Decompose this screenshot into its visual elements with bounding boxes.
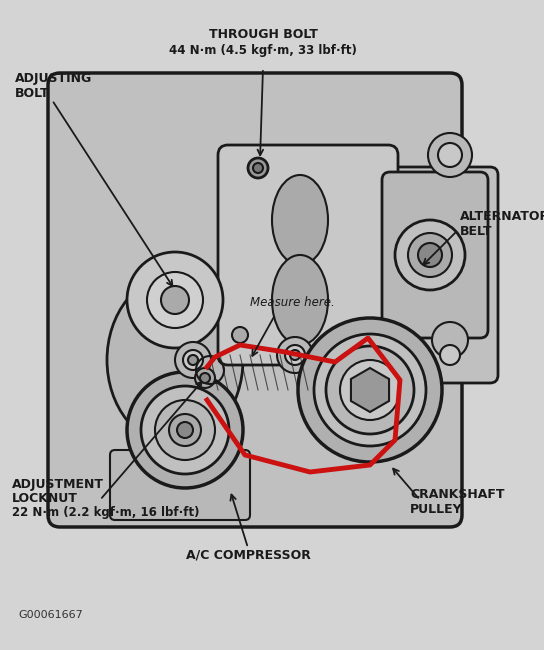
- Circle shape: [161, 286, 189, 314]
- Circle shape: [326, 346, 414, 434]
- Text: G00061667: G00061667: [18, 610, 83, 620]
- Circle shape: [277, 337, 313, 373]
- Circle shape: [408, 233, 452, 277]
- Circle shape: [395, 220, 465, 290]
- Circle shape: [127, 252, 223, 348]
- Ellipse shape: [272, 175, 328, 265]
- FancyBboxPatch shape: [48, 73, 462, 527]
- Text: A/C COMPRESSOR: A/C COMPRESSOR: [186, 548, 311, 561]
- Text: ALTERNATOR
BELT: ALTERNATOR BELT: [460, 210, 544, 238]
- Ellipse shape: [107, 275, 243, 445]
- FancyBboxPatch shape: [110, 450, 250, 520]
- Circle shape: [428, 133, 472, 177]
- Circle shape: [147, 272, 203, 328]
- FancyBboxPatch shape: [218, 145, 398, 365]
- Text: THROUGH BOLT: THROUGH BOLT: [208, 28, 318, 41]
- Circle shape: [177, 422, 193, 438]
- Polygon shape: [351, 368, 389, 412]
- Circle shape: [285, 345, 305, 365]
- Circle shape: [432, 322, 468, 358]
- Ellipse shape: [272, 255, 328, 345]
- Circle shape: [352, 372, 388, 408]
- Circle shape: [141, 386, 229, 474]
- Text: 44 N·m (4.5 kgf·m, 33 lbf·ft): 44 N·m (4.5 kgf·m, 33 lbf·ft): [169, 44, 357, 57]
- Circle shape: [195, 368, 215, 388]
- Text: ADJUSTMENT: ADJUSTMENT: [12, 478, 104, 491]
- Text: 22 N·m (2.2 kgf·m, 16 lbf·ft): 22 N·m (2.2 kgf·m, 16 lbf·ft): [12, 506, 200, 519]
- Circle shape: [418, 243, 442, 267]
- Circle shape: [248, 158, 268, 178]
- Circle shape: [253, 163, 263, 173]
- Circle shape: [232, 327, 248, 343]
- Text: ADJUSTING
BOLT: ADJUSTING BOLT: [15, 72, 92, 100]
- Text: Measure here.: Measure here.: [250, 296, 335, 309]
- Circle shape: [200, 373, 210, 383]
- Circle shape: [290, 350, 300, 360]
- Circle shape: [440, 345, 460, 365]
- Circle shape: [340, 360, 400, 420]
- Circle shape: [298, 318, 442, 462]
- Circle shape: [175, 342, 211, 378]
- Circle shape: [314, 334, 426, 446]
- Circle shape: [169, 414, 201, 446]
- Circle shape: [127, 372, 243, 488]
- Circle shape: [183, 350, 203, 370]
- Circle shape: [438, 143, 462, 167]
- FancyBboxPatch shape: [387, 167, 498, 383]
- FancyBboxPatch shape: [382, 172, 488, 338]
- Circle shape: [155, 400, 215, 460]
- Text: CRANKSHAFT
PULLEY: CRANKSHAFT PULLEY: [410, 488, 504, 516]
- Circle shape: [188, 355, 198, 365]
- Text: LOCKNUT: LOCKNUT: [12, 492, 78, 505]
